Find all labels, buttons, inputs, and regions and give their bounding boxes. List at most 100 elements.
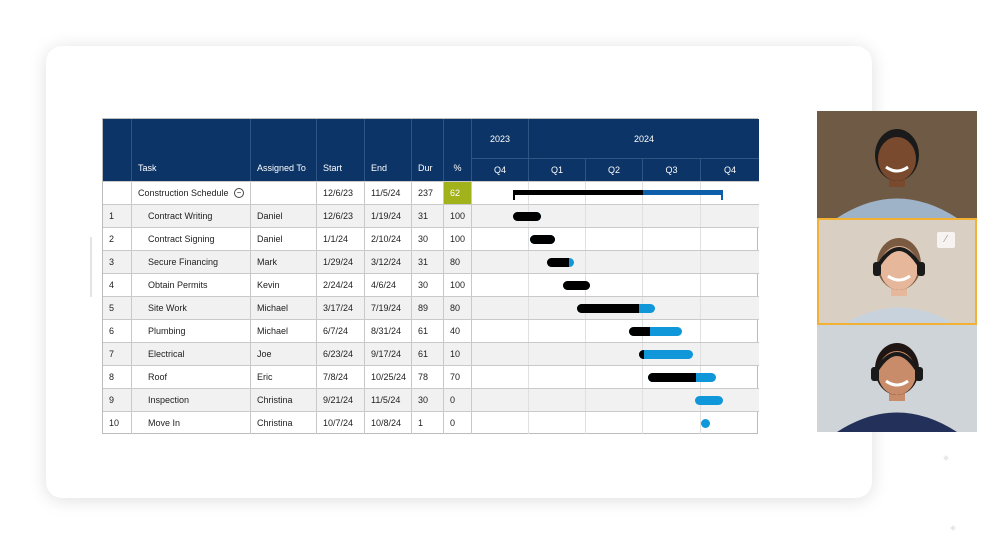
cell-end[interactable]: 8/31/24 [365,320,412,342]
cell-dur[interactable]: 30 [412,389,444,411]
cell-start[interactable]: 6/7/24 [317,320,365,342]
header-percent[interactable]: % [444,119,472,181]
task-bar[interactable] [638,350,693,359]
cell-start[interactable]: 9/21/24 [317,389,365,411]
cell-dur[interactable]: 237 [412,182,444,204]
cell-num[interactable]: 10 [103,412,132,434]
table-row[interactable]: 2 Contract Signing Daniel 1/1/24 2/10/24 30 10… [103,227,759,250]
cell-start[interactable]: 1/29/24 [317,251,365,273]
cell-assigned[interactable]: Michael [251,320,317,342]
video-tile-participant-2[interactable]: ⁄ [817,218,977,325]
cell-end[interactable]: 11/5/24 [365,389,412,411]
cell-end[interactable]: 10/8/24 [365,412,412,434]
cell-end[interactable]: 2/10/24 [365,228,412,250]
cell-end[interactable]: 9/17/24 [365,343,412,365]
cell-assigned[interactable] [251,182,317,204]
summary-row[interactable]: Construction Schedule − 12/6/23 11/5/24 237 6… [103,181,759,204]
cell-assigned[interactable]: Kevin [251,274,317,296]
table-row[interactable]: 3 Secure Financing Mark 1/29/24 3/12/24 31 80 [103,250,759,273]
cell-num[interactable]: 8 [103,366,132,388]
cell-start[interactable]: 6/23/24 [317,343,365,365]
cell-start[interactable]: 3/17/24 [317,297,365,319]
video-tile-participant-1[interactable] [817,111,977,218]
task-bar[interactable] [695,396,724,405]
cell-dur[interactable]: 30 [412,228,444,250]
cell-end[interactable]: 7/19/24 [365,297,412,319]
cell-assigned[interactable]: Joe [251,343,317,365]
cell-start[interactable]: 10/7/24 [317,412,365,434]
header-assigned[interactable]: Assigned To [251,119,317,181]
cell-end[interactable]: 3/12/24 [365,251,412,273]
header-start[interactable]: Start [317,119,365,181]
task-bar[interactable] [648,373,717,382]
summary-bar[interactable] [513,190,724,200]
table-row[interactable]: 10 Move In Christina 10/7/24 10/8/24 1 0 [103,411,759,434]
cell-assigned[interactable]: Michael [251,297,317,319]
cell-task[interactable]: Roof [132,366,251,388]
table-row[interactable]: 8 Roof Eric 7/8/24 10/25/24 78 70 [103,365,759,388]
cell-task[interactable]: Construction Schedule − [132,182,251,204]
cell-num[interactable]: 5 [103,297,132,319]
video-tile-participant-3[interactable] [817,325,977,432]
table-row[interactable]: 1 Contract Writing Daniel 12/6/23 1/19/24 31 1… [103,204,759,227]
header-task[interactable]: Task [132,119,251,181]
cell-assigned[interactable]: Christina [251,412,317,434]
cell-num[interactable]: 3 [103,251,132,273]
cell-assigned[interactable]: Eric [251,366,317,388]
cell-pct[interactable]: 10 [444,343,472,365]
cell-pct[interactable]: 40 [444,320,472,342]
cell-dur[interactable]: 78 [412,366,444,388]
cell-task[interactable]: Plumbing [132,320,251,342]
cell-start[interactable]: 2/24/24 [317,274,365,296]
cell-pct[interactable]: 0 [444,412,472,434]
cell-task[interactable]: Obtain Permits [132,274,251,296]
cell-pct[interactable]: 0 [444,389,472,411]
cell-task[interactable]: Move In [132,412,251,434]
cell-pct[interactable]: 70 [444,366,472,388]
header-end[interactable]: End [365,119,412,181]
cell-task[interactable]: Electrical [132,343,251,365]
task-bar[interactable] [577,304,655,313]
table-row[interactable]: 7 Electrical Joe 6/23/24 9/17/24 61 10 [103,342,759,365]
mic-off-icon[interactable]: ⁄ [937,232,955,248]
cell-num[interactable]: 2 [103,228,132,250]
cell-pct[interactable]: 100 [444,228,472,250]
table-row[interactable]: 6 Plumbing Michael 6/7/24 8/31/24 61 40 [103,319,759,342]
cell-num[interactable]: 6 [103,320,132,342]
cell-start[interactable]: 12/6/23 [317,205,365,227]
cell-assigned[interactable]: Daniel [251,205,317,227]
cell-task[interactable]: Inspection [132,389,251,411]
cell-pct[interactable]: 80 [444,297,472,319]
table-row[interactable]: 4 Obtain Permits Kevin 2/24/24 4/6/24 30 100 [103,273,759,296]
cell-dur[interactable]: 31 [412,205,444,227]
table-row[interactable]: 9 Inspection Christina 9/21/24 11/5/24 30 0 [103,388,759,411]
cell-assigned[interactable]: Christina [251,389,317,411]
task-bar[interactable] [513,212,541,221]
cell-pct[interactable]: 100 [444,205,472,227]
cell-num[interactable]: 4 [103,274,132,296]
cell-num[interactable]: 1 [103,205,132,227]
cell-assigned[interactable]: Mark [251,251,317,273]
cell-dur[interactable]: 61 [412,343,444,365]
cell-end[interactable]: 10/25/24 [365,366,412,388]
cell-dur[interactable]: 1 [412,412,444,434]
table-row[interactable]: 5 Site Work Michael 3/17/24 7/19/24 89 80 [103,296,759,319]
milestone-marker[interactable] [701,419,711,428]
cell-num[interactable]: 7 [103,343,132,365]
task-bar[interactable] [529,235,555,244]
cell-pct[interactable]: 62 [444,182,472,204]
cell-start[interactable]: 1/1/24 [317,228,365,250]
cell-start[interactable]: 7/8/24 [317,366,365,388]
task-bar[interactable] [563,281,590,290]
cell-end[interactable]: 4/6/24 [365,274,412,296]
cell-num[interactable]: 9 [103,389,132,411]
cell-num[interactable] [103,182,132,204]
cell-assigned[interactable]: Daniel [251,228,317,250]
cell-dur[interactable]: 31 [412,251,444,273]
cell-pct[interactable]: 80 [444,251,472,273]
cell-end[interactable]: 11/5/24 [365,182,412,204]
cell-task[interactable]: Site Work [132,297,251,319]
cell-end[interactable]: 1/19/24 [365,205,412,227]
cell-dur[interactable]: 61 [412,320,444,342]
cell-dur[interactable]: 30 [412,274,444,296]
